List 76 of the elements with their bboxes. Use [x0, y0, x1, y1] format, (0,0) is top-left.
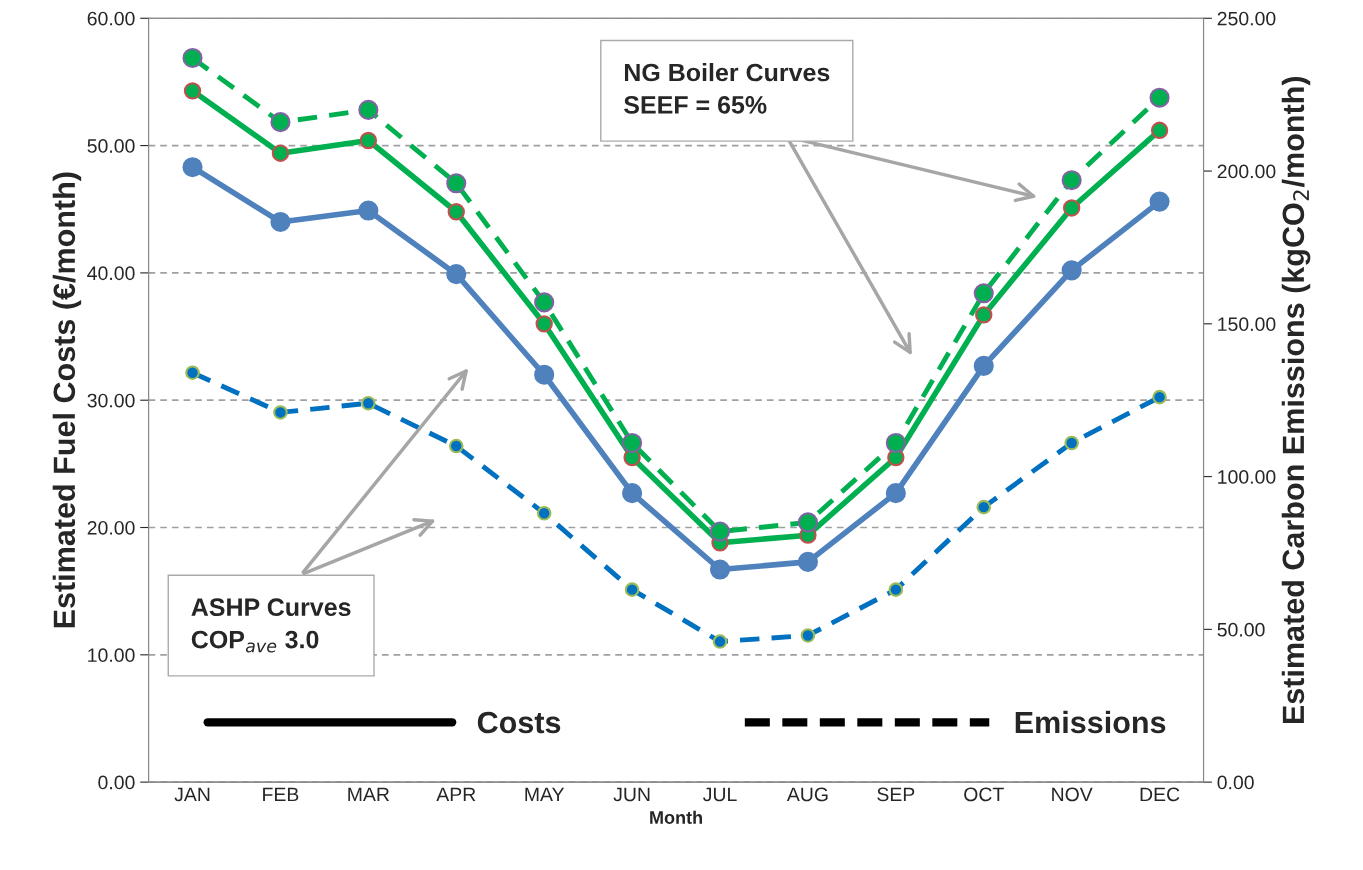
point: [448, 438, 464, 454]
point: [622, 483, 643, 504]
point: [622, 432, 643, 454]
point: [973, 355, 994, 376]
y2-tick-label: 150.00: [1218, 317, 1276, 332]
point: [534, 292, 555, 313]
annotation: NG Boiler Curves SEEF = 65%: [624, 63, 830, 114]
point: [182, 47, 203, 69]
x-tick-label: JUL: [703, 787, 737, 802]
point: [358, 200, 379, 221]
point: [797, 512, 818, 533]
x-tick-label: AUG: [786, 787, 828, 802]
y2-tick-label: 250.00: [1217, 11, 1276, 26]
annotation: Costs: [477, 711, 561, 734]
point: [358, 99, 379, 120]
point: [183, 82, 202, 100]
y2-tick-label: 200.00: [1217, 164, 1276, 179]
point: [709, 559, 731, 580]
y2-tick-label: 50.00: [1217, 622, 1265, 637]
y-tick-label: 20.00: [87, 520, 135, 535]
x-axis-title: Month: [650, 810, 702, 824]
point: [624, 582, 640, 597]
y-tick-label: 50.00: [87, 139, 135, 153]
point: [359, 131, 378, 150]
y-tick-label: 40.00: [87, 266, 135, 281]
point: [1061, 170, 1082, 191]
y2-axis-title: Estimated Carbon Emissions (kgCO$_{2}$/month): [1281, 76, 1311, 724]
y-tick-label: 10.00: [88, 648, 135, 663]
x-tick-label: SEP: [877, 787, 915, 802]
annotation: Emissions: [1015, 710, 1166, 734]
y2-tick-label: 100.00: [1218, 470, 1276, 484]
x-tick-label: JAN: [174, 787, 210, 802]
x-tick-label: DEC: [1140, 787, 1180, 802]
point: [1150, 121, 1169, 139]
point: [885, 432, 906, 454]
point: [534, 364, 555, 385]
point: [447, 203, 465, 221]
point: [1152, 389, 1167, 405]
y2-tick-label: 0.00: [1217, 775, 1254, 790]
annotation: ASHP Curves COP$_{ave}$ 3.0: [191, 598, 351, 653]
x-tick-label: JUN: [613, 787, 650, 802]
point: [182, 157, 203, 178]
x-tick-label: MAY: [525, 787, 565, 802]
point: [361, 395, 376, 411]
x-tick-label: NOV: [1052, 787, 1093, 802]
y-tick-label: 30.00: [87, 393, 135, 408]
point: [975, 306, 993, 324]
point: [446, 173, 467, 194]
point: [535, 315, 553, 333]
point: [1064, 435, 1079, 451]
point: [709, 521, 731, 542]
x-tick-label: OCT: [964, 787, 1004, 802]
point: [800, 628, 816, 643]
point: [270, 211, 291, 233]
x-tick-label: MAR: [348, 787, 390, 802]
point: [1062, 199, 1081, 217]
point: [185, 365, 200, 380]
y-tick-label: 0.00: [98, 775, 135, 790]
point: [888, 582, 904, 597]
point: [271, 144, 290, 162]
point: [273, 405, 288, 420]
x-tick-label: APR: [436, 787, 476, 802]
point: [797, 551, 818, 572]
point: [536, 505, 552, 521]
point: [446, 264, 467, 285]
point: [1149, 87, 1170, 108]
point: [1061, 260, 1082, 281]
point: [973, 283, 994, 304]
y-tick-label: 60.00: [87, 11, 135, 26]
point: [1149, 191, 1170, 212]
point: [712, 634, 728, 649]
point: [976, 499, 992, 515]
x-tick-label: FEB: [263, 787, 299, 802]
point: [885, 483, 906, 504]
point: [270, 112, 291, 133]
y-axis-title: Estimated Fuel Costs (€/month): [52, 172, 82, 628]
